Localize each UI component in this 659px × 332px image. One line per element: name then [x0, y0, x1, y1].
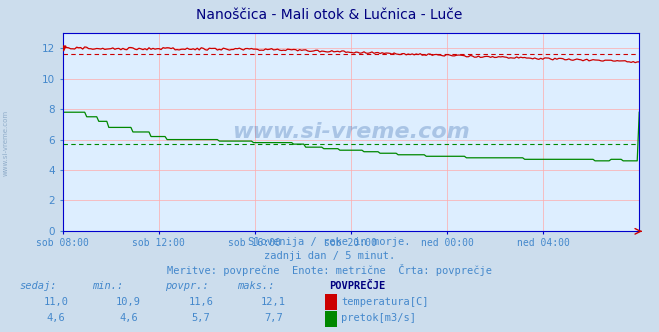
Text: zadnji dan / 5 minut.: zadnji dan / 5 minut. [264, 251, 395, 261]
Text: POVPREČJE: POVPREČJE [330, 281, 386, 290]
Text: www.si-vreme.com: www.si-vreme.com [2, 110, 9, 176]
Text: 4,6: 4,6 [119, 313, 138, 323]
Text: pretok[m3/s]: pretok[m3/s] [341, 313, 416, 323]
Text: 7,7: 7,7 [264, 313, 283, 323]
Text: 11,6: 11,6 [188, 297, 214, 307]
Text: Meritve: povprečne  Enote: metrične  Črta: povprečje: Meritve: povprečne Enote: metrične Črta:… [167, 264, 492, 276]
Text: temperatura[C]: temperatura[C] [341, 297, 429, 307]
Text: 5,7: 5,7 [192, 313, 210, 323]
Text: maks.:: maks.: [237, 281, 275, 290]
Text: povpr.:: povpr.: [165, 281, 208, 290]
Text: 10,9: 10,9 [116, 297, 141, 307]
Text: sedaj:: sedaj: [20, 281, 57, 290]
Text: min.:: min.: [92, 281, 123, 290]
Text: 12,1: 12,1 [261, 297, 286, 307]
Text: Nanoščica - Mali otok & Lučnica - Luče: Nanoščica - Mali otok & Lučnica - Luče [196, 8, 463, 22]
Text: www.si-vreme.com: www.si-vreme.com [232, 122, 470, 142]
Text: 4,6: 4,6 [47, 313, 65, 323]
Text: Slovenija / reke in morje.: Slovenija / reke in morje. [248, 237, 411, 247]
Text: 11,0: 11,0 [43, 297, 69, 307]
